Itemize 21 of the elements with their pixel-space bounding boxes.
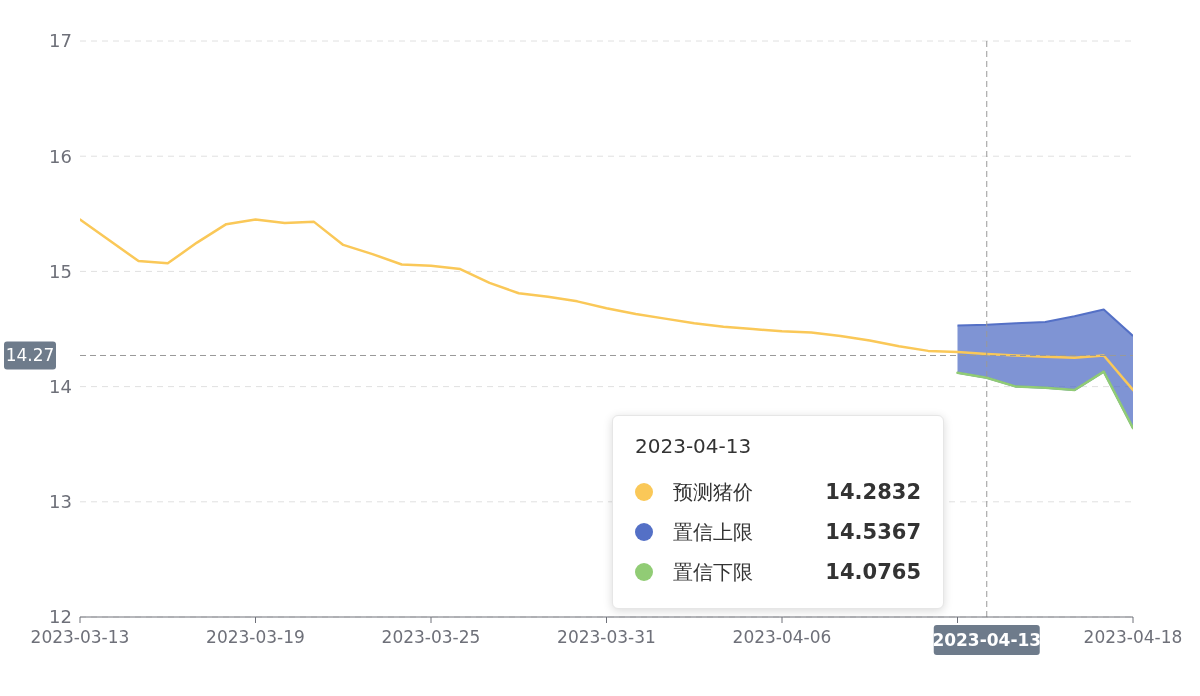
x-tick-label: 2023-03-19	[206, 627, 305, 648]
legend-label: 置信下限	[673, 558, 754, 586]
ref-line-label: 14.27	[5, 345, 55, 366]
annotation: 2023-04-13	[635, 434, 753, 458]
annotation: 14.0765	[825, 560, 921, 584]
x-tick-label: 2023-03-31	[557, 627, 656, 648]
y-tick-label: 17	[49, 30, 72, 52]
legend-label: 置信上限	[673, 518, 754, 546]
y-tick-label: 16	[49, 145, 72, 167]
annotation: 14.5367	[825, 520, 921, 544]
y-tick-label: 14	[49, 375, 72, 397]
x-tick-label: 2023-03-25	[381, 627, 481, 648]
x-tick-label: 2023-04-06	[732, 627, 832, 648]
y-tick-label: 13	[49, 491, 72, 513]
line-series	[80, 218, 1133, 392]
y-tick-label: 12	[49, 606, 72, 628]
y-tick-label: 15	[49, 260, 72, 282]
legend-label: 预测猪价	[673, 478, 754, 506]
annotation: 14.2832	[825, 480, 921, 504]
x-tick-label: 2023-04-18	[1083, 627, 1183, 648]
x-tick-label: 2023-03-13	[30, 627, 130, 648]
